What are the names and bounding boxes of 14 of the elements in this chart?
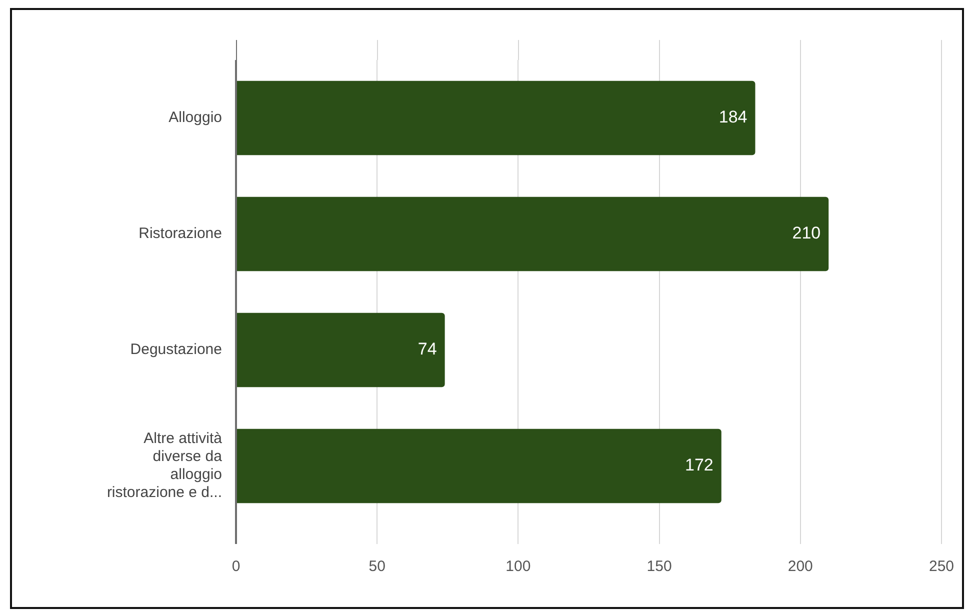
x-tick-label: 150 xyxy=(646,558,672,576)
y-tick-label: Alloggio xyxy=(168,109,222,126)
x-tick-label: 100 xyxy=(506,558,531,576)
data-label: 74 xyxy=(418,340,437,359)
data-label: 210 xyxy=(792,224,821,243)
y-tick-label: Altre attività diverse da alloggio ristorazione e d... xyxy=(106,430,223,502)
data-label: 172 xyxy=(685,456,714,475)
y-tick-label: Ristorazione xyxy=(138,225,222,242)
x-tick-label: 50 xyxy=(368,558,386,576)
x-tick-label: 250 xyxy=(928,558,954,576)
x-tick-label: 0 xyxy=(232,558,240,576)
data-label: 184 xyxy=(718,108,748,127)
x-tick-label: 200 xyxy=(788,558,813,576)
y-tick-label: Degustazione xyxy=(130,341,222,358)
